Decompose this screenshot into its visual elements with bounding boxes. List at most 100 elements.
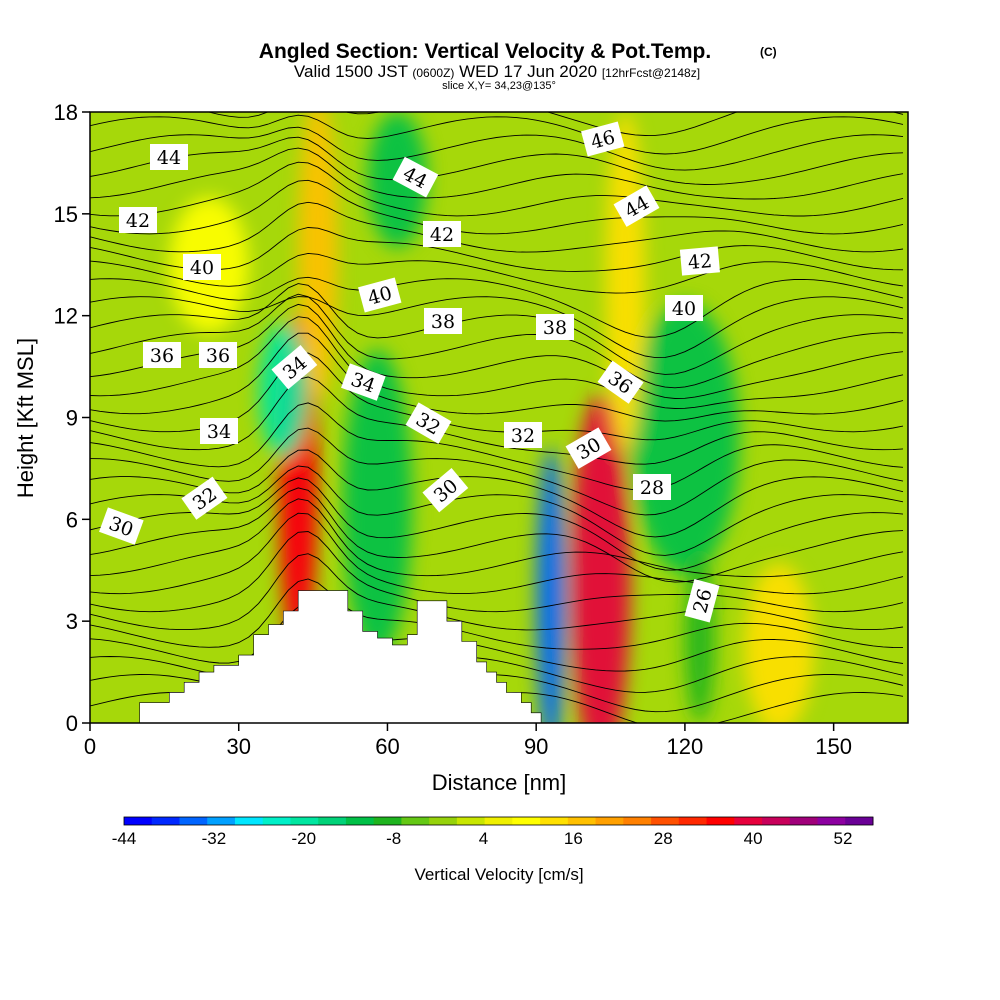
colorbar-swatch (484, 817, 513, 825)
colorbar-tick-label: 40 (744, 829, 763, 848)
isentrope (90, 126, 904, 171)
x-tick-label: 0 (84, 734, 96, 759)
slice-label: slice X,Y= 34,23@135° (442, 80, 556, 92)
x-axis: 0 30 60 90 120 150 (84, 723, 852, 759)
isentrope (90, 449, 904, 538)
isentrope (90, 512, 904, 595)
y-axis: 0 3 6 9 12 15 18 (54, 100, 90, 736)
svg-text:34: 34 (207, 421, 231, 443)
colorbar: -44 -32 -20 -8 4 16 28 40 52 (112, 816, 874, 848)
velocity-cell (630, 302, 740, 574)
svg-text:42: 42 (430, 224, 454, 246)
isentrope (90, 276, 904, 338)
theta-label: 30 (565, 427, 612, 469)
colorbar-tick-label: 16 (564, 829, 583, 848)
velocity-field (169, 112, 814, 723)
colorbar-swatch (401, 817, 430, 825)
isentrope (90, 531, 904, 613)
isentrope (90, 114, 904, 155)
theta-label: 34 (200, 418, 238, 444)
svg-text:38: 38 (543, 317, 567, 339)
theta-label: 44 (150, 144, 188, 170)
theta-label: 38 (536, 314, 574, 340)
y-tick-label: 6 (66, 507, 78, 532)
colorbar-swatch (595, 817, 624, 825)
colorbar-swatch (540, 817, 569, 825)
subtitle-utc: (0600Z) (412, 66, 454, 80)
colorbar-tick-label: -32 (202, 829, 227, 848)
isentrope (90, 376, 904, 465)
y-tick-label: 12 (54, 304, 78, 329)
x-tick-label: 90 (524, 734, 548, 759)
velocity-cell (744, 563, 814, 723)
colorbar-tick-label: -20 (291, 829, 316, 848)
subtitle-date: WED 17 Jun 2020 (454, 62, 601, 81)
colorbar-tick-label: -44 (112, 829, 137, 848)
colorbar-swatch (262, 817, 291, 825)
isentrope (90, 604, 904, 672)
svg-text:40: 40 (190, 257, 214, 279)
theta-label: 42 (423, 221, 461, 247)
theta-label: 40 (665, 295, 703, 321)
theta-label: 26 (684, 579, 720, 623)
theta-label: 38 (424, 308, 462, 334)
isentrope (90, 316, 904, 409)
colorbar-swatch (151, 817, 180, 825)
isentrope (206, 112, 904, 136)
svg-text:42: 42 (126, 210, 150, 232)
svg-text:36: 36 (150, 345, 174, 367)
x-tick-label: 150 (815, 734, 852, 759)
colorbar-tick-label: 52 (834, 829, 853, 848)
colorbar-swatch (290, 817, 319, 825)
velocity-cell (258, 322, 309, 459)
theta-label: 42 (119, 207, 157, 233)
svg-text:42: 42 (687, 250, 713, 274)
isentrope (90, 227, 904, 272)
colorbar-swatch (762, 817, 791, 825)
chart-title: Angled Section: Vertical Velocity & Pot.… (259, 40, 711, 63)
isentrope (90, 252, 904, 294)
svg-text:32: 32 (511, 425, 535, 447)
isentrope (90, 498, 904, 578)
colorbar-swatch (678, 817, 708, 825)
isentrope (90, 179, 904, 235)
theta-label: 40 (183, 254, 221, 280)
y-tick-label: 15 (54, 202, 78, 227)
isentrope (90, 136, 904, 185)
isentrope (90, 201, 904, 253)
colorbar-swatch (706, 817, 735, 825)
svg-text:36: 36 (206, 345, 230, 367)
svg-text:28: 28 (640, 477, 664, 499)
velocity-cell (536, 448, 566, 723)
y-tick-label: 3 (66, 609, 78, 634)
isentrope (90, 487, 904, 583)
velocity-cell (342, 349, 413, 656)
y-tick-label: 9 (66, 406, 78, 431)
isentrope (90, 578, 904, 650)
colorbar-swatch (234, 817, 264, 825)
theta-label: 36 (199, 342, 237, 368)
theta-label: 32 (504, 422, 542, 448)
title-mark: (C) (760, 45, 777, 59)
colorbar-tick-label: 28 (654, 829, 673, 848)
subtitle-forecast: [12hrFcst@2148z] (602, 66, 700, 80)
svg-text:40: 40 (672, 298, 696, 320)
isentrope (90, 427, 904, 516)
isentrope (90, 332, 904, 422)
svg-text:38: 38 (431, 311, 455, 333)
theta-label: 40 (358, 277, 402, 313)
isentrope (90, 477, 904, 571)
x-tick-label: 60 (375, 734, 399, 759)
colorbar-swatch (651, 817, 680, 825)
colorbar-swatch (734, 817, 763, 825)
colorbar-tick-label: 4 (479, 829, 488, 848)
colorbar-swatch (373, 817, 402, 825)
colorbar-swatch (567, 817, 597, 825)
theta-label: 36 (143, 342, 181, 368)
colorbar-frame (123, 816, 874, 826)
colorbar-swatch (789, 817, 819, 825)
isentrope (90, 296, 904, 359)
isentrope (90, 147, 904, 200)
